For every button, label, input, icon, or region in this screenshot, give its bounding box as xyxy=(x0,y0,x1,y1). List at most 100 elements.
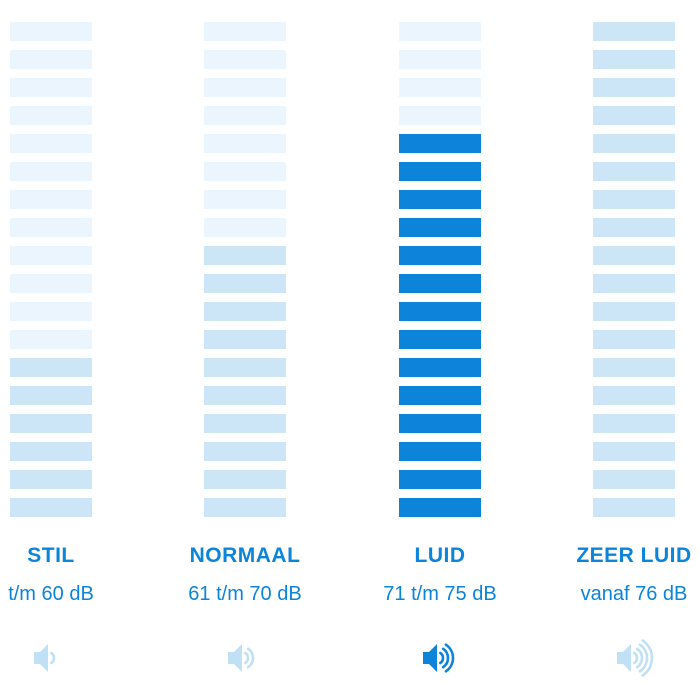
speaker-body xyxy=(423,644,437,672)
meter-segment-empty xyxy=(10,78,92,97)
meter-segment-filled xyxy=(204,246,286,265)
meter-segment-empty xyxy=(10,190,92,209)
meter-segment-empty xyxy=(10,134,92,153)
meter-segment-filled xyxy=(593,190,675,209)
meter-segment-filled xyxy=(399,470,481,489)
meter-segment-empty xyxy=(399,50,481,69)
meter-segment-filled xyxy=(10,470,92,489)
meter-segment-filled xyxy=(204,498,286,517)
speaker-body xyxy=(617,644,631,672)
meter-segment-filled xyxy=(399,302,481,321)
meter-segment-filled xyxy=(204,470,286,489)
meter-segment-filled xyxy=(204,386,286,405)
meter-segment-empty xyxy=(399,22,481,41)
meter-segment-filled xyxy=(593,470,675,489)
meter-segment-empty xyxy=(10,50,92,69)
meter-segment-empty xyxy=(10,162,92,181)
sound-wave xyxy=(50,651,56,665)
meter-segment-filled xyxy=(399,358,481,377)
meter-segment-empty xyxy=(10,22,92,41)
meter-segment-filled xyxy=(399,246,481,265)
meter-segment-filled xyxy=(399,162,481,181)
sound-wave xyxy=(244,651,250,665)
meter-segment-filled xyxy=(399,414,481,433)
sound-wave xyxy=(441,647,450,669)
level-label: LUID xyxy=(414,544,466,567)
meter-segment-empty xyxy=(10,330,92,349)
meter-segment-filled xyxy=(399,330,481,349)
meter-segment-filled xyxy=(10,386,92,405)
meter-segment-filled xyxy=(593,386,675,405)
level-label: STIL xyxy=(27,544,75,567)
meter-segment-empty xyxy=(204,190,286,209)
meter-segment-filled xyxy=(204,414,286,433)
sound-wave xyxy=(439,651,445,665)
meter-segment-empty xyxy=(10,246,92,265)
meter-segment-filled xyxy=(10,498,92,517)
sound-wave xyxy=(633,651,639,665)
meter-segment-empty xyxy=(204,50,286,69)
meter-segment-filled xyxy=(204,330,286,349)
sound-wave xyxy=(246,647,255,669)
meter-segment-filled xyxy=(399,442,481,461)
meter-segment-filled xyxy=(593,50,675,69)
meter-segment-empty xyxy=(10,218,92,237)
meter-segment-filled xyxy=(593,302,675,321)
meter-segment-filled xyxy=(593,162,675,181)
speaker-icon xyxy=(228,644,255,672)
meter-segment-empty xyxy=(10,302,92,321)
meter-segment-empty xyxy=(399,106,481,125)
sound-wave xyxy=(641,639,654,677)
meter-segment-filled xyxy=(593,358,675,377)
meter-segment-empty xyxy=(204,78,286,97)
meter-segment-filled xyxy=(593,246,675,265)
speaker-body xyxy=(34,644,48,672)
level-meter xyxy=(593,22,675,526)
level-meter xyxy=(10,22,92,526)
meter-segment-filled xyxy=(593,134,675,153)
meter-segment-empty xyxy=(399,78,481,97)
meter-segment-filled xyxy=(10,358,92,377)
level-meter xyxy=(399,22,481,526)
meter-segment-filled xyxy=(593,22,675,41)
meter-segment-filled xyxy=(10,442,92,461)
meter-segment-filled xyxy=(399,274,481,293)
level-range: 71 t/m 75 dB xyxy=(383,583,497,605)
level-range: vanaf 76 dB xyxy=(580,583,688,605)
level-range: 61 t/m 70 dB xyxy=(188,583,302,605)
meter-segment-filled xyxy=(10,414,92,433)
meter-segment-filled xyxy=(204,274,286,293)
level-column: STIL t/m 60 dB xyxy=(8,22,94,672)
meter-segment-filled xyxy=(593,414,675,433)
meter-segment-filled xyxy=(593,274,675,293)
speaker-body xyxy=(228,644,242,672)
level-column: LUID 71 t/m 75 dB xyxy=(383,22,497,673)
speaker-icon xyxy=(423,643,455,673)
meter-segment-empty xyxy=(204,218,286,237)
level-column: NORMAAL 61 t/m 70 dB xyxy=(188,22,302,672)
meter-segment-empty xyxy=(10,106,92,125)
meter-segment-filled xyxy=(593,218,675,237)
meter-segment-filled xyxy=(204,302,286,321)
meter-segment-filled xyxy=(204,442,286,461)
meter-segment-filled xyxy=(593,330,675,349)
meter-segment-filled xyxy=(204,358,286,377)
meter-segment-empty xyxy=(10,274,92,293)
level-label: NORMAAL xyxy=(189,544,301,567)
meter-segment-empty xyxy=(204,162,286,181)
meter-segment-filled xyxy=(593,78,675,97)
sound-wave xyxy=(444,643,455,673)
speaker-icon xyxy=(617,639,654,677)
meter-segment-filled xyxy=(593,498,675,517)
speaker-icon xyxy=(34,644,56,672)
level-meter xyxy=(204,22,286,526)
level-column: ZEER LUID vanaf 76 dB xyxy=(576,22,691,677)
meter-segment-filled xyxy=(593,442,675,461)
meter-segment-filled xyxy=(399,134,481,153)
meter-segment-filled xyxy=(593,106,675,125)
level-range: t/m 60 dB xyxy=(8,583,94,605)
sound-wave xyxy=(638,643,649,673)
meter-segment-empty xyxy=(204,134,286,153)
meter-segment-empty xyxy=(204,22,286,41)
level-label: ZEER LUID xyxy=(576,544,692,567)
